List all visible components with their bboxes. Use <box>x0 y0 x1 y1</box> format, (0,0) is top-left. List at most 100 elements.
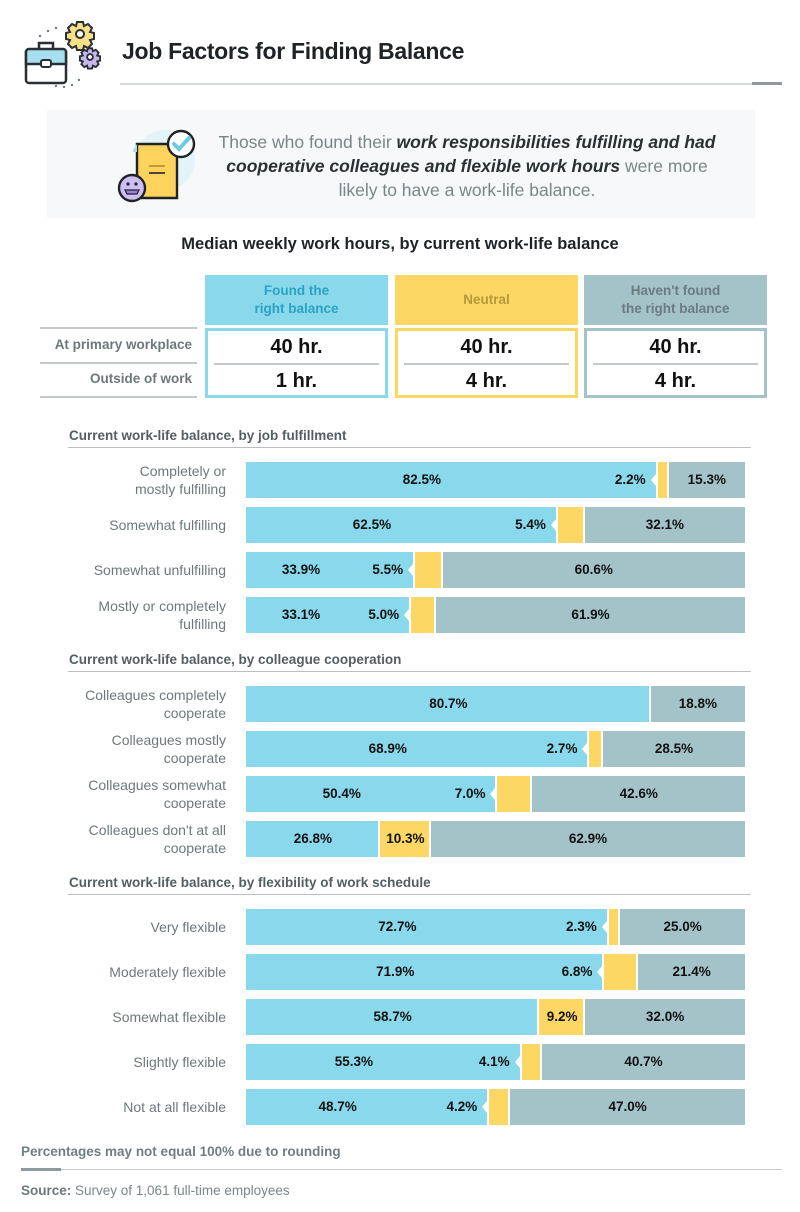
bar-segment-neutral <box>557 507 583 543</box>
bar-value-label-neutral: 2.2% <box>614 472 646 487</box>
bar-segment-neutral <box>608 909 619 945</box>
bar-category-label: Somewhat unfulfilling <box>60 552 226 588</box>
column-header-not-found: Haven't found the right balance <box>584 275 767 325</box>
stacked-bar: 33.1% 5.0% 61.9% <box>246 597 745 633</box>
footer-divider-accent <box>21 1168 61 1171</box>
bar-segment-not-found <box>532 776 745 812</box>
neutral-pointer <box>490 788 496 800</box>
stacked-bar: 62.5% 5.4% 32.1% <box>246 507 745 543</box>
callout-text: Those who found their work responsibilit… <box>218 132 716 200</box>
bar-category-label-line: Colleagues completely <box>85 687 226 703</box>
section-divider <box>68 671 751 672</box>
bar-category-label: Very flexible <box>60 909 226 945</box>
hours-table-title: Median weekly work hours, by current wor… <box>181 235 619 253</box>
bar-value-label-neutral: 5.5% <box>372 562 404 577</box>
section-title: Current work-life balance, by colleague … <box>69 652 402 667</box>
row-label-outside-work: Outside of work <box>89 371 192 386</box>
key-finding-callout: Those who found their work responsibilit… <box>47 110 755 218</box>
bar-category-label-line: Very flexible <box>150 919 226 935</box>
column-values-neutral: 40 hr. 4 hr. <box>395 328 578 398</box>
stacked-bar: 80.7% 18.8% <box>246 686 745 722</box>
bar-segment-neutral <box>539 999 584 1035</box>
bar-category-label: Moderately flexible <box>60 954 226 990</box>
bar-value-label-neutral: 2.7% <box>546 741 578 756</box>
stacked-bar: 55.3% 4.1% 40.7% <box>246 1044 745 1080</box>
bar-category-label: Colleagues completely cooperate <box>60 686 226 722</box>
bar-value-label-neutral: 5.0% <box>368 607 400 622</box>
bar-segment-not-found <box>650 686 745 722</box>
cell-divider <box>214 363 379 365</box>
bar-value-label-found: 26.8% <box>293 831 332 846</box>
bar-category-label-line: Completely or <box>139 463 226 479</box>
section-divider <box>68 894 751 895</box>
bar-segment-found <box>246 1089 488 1125</box>
bar-segment-not-found <box>602 731 745 767</box>
bar-segment-found <box>246 821 378 857</box>
stacked-bar: 71.9% 6.8% 21.4% <box>246 954 745 990</box>
bar-category-label-line: Mostly or completely <box>98 598 226 614</box>
bar-category-label-line: cooperate <box>163 840 226 856</box>
page-title: Job Factors for Finding Balance <box>122 38 465 64</box>
bar-segment-not-found <box>638 954 745 990</box>
bar-segment-neutral <box>411 597 435 633</box>
bar-segment-neutral <box>415 552 441 588</box>
neutral-pointer <box>601 921 607 933</box>
bar-category-label-line: Somewhat unfulfilling <box>93 562 226 578</box>
bar-category-label-line: Somewhat flexible <box>112 1009 226 1025</box>
bar-value-label-not-found: 62.9% <box>568 831 608 846</box>
bar-value-label-found: 82.5% <box>402 472 441 487</box>
stacked-bar: 48.7% 4.2% 47.0% <box>246 1089 745 1125</box>
bar-value-label-neutral: 4.1% <box>478 1054 510 1069</box>
cell-divider <box>404 363 569 365</box>
bar-value-label-not-found: 60.6% <box>574 562 613 577</box>
row-divider <box>40 327 197 329</box>
bar-category-label-line: Moderately flexible <box>109 964 226 980</box>
bar-segment-neutral <box>489 1089 509 1125</box>
bar-category-label-line: mostly fulfilling <box>134 481 226 497</box>
bar-value-label-found: 80.7% <box>429 696 468 711</box>
bar-value-label-not-found: 18.8% <box>678 696 717 711</box>
bar-segment-not-found <box>542 1044 745 1080</box>
bar-value-label-neutral: 6.8% <box>561 964 593 979</box>
bar-segment-not-found <box>668 462 745 498</box>
bar-segment-found <box>246 1044 520 1080</box>
bar-value-label-not-found: 61.9% <box>571 607 610 622</box>
bar-segment-neutral <box>521 1044 541 1080</box>
bar-value-label-found: 71.9% <box>376 964 415 979</box>
stacked-bar: 58.7% 9.2% 32.0% <box>246 999 745 1035</box>
bar-category-label-line: cooperate <box>163 795 226 811</box>
footer-divider <box>21 1169 782 1170</box>
bar-segment-not-found <box>510 1089 745 1125</box>
bar-category-label: Somewhat fulfilling <box>60 507 226 543</box>
bar-category-label-line: Colleagues don't at all <box>88 822 226 838</box>
bar-category-label-line: cooperate <box>163 750 226 766</box>
bar-value-label-neutral: 7.0% <box>454 786 486 801</box>
bar-segment-found <box>246 954 603 990</box>
bar-segment-neutral <box>657 462 667 498</box>
bar-segment-not-found <box>442 552 745 588</box>
bar-value-label-found: 55.3% <box>334 1054 373 1069</box>
bar-segment-found <box>246 776 496 812</box>
bar-segment-neutral <box>589 731 601 767</box>
stacked-bar: 26.8% 10.3% 62.9% <box>246 821 745 857</box>
bar-value-label-neutral: 2.3% <box>565 919 597 934</box>
bar-value-label-found: 62.5% <box>352 517 392 532</box>
bar-segment-not-found <box>431 821 745 857</box>
bar-value-label-not-found: 28.5% <box>654 741 694 756</box>
bar-value-label-not-found: 32.0% <box>645 1009 685 1024</box>
document-check-face-icon <box>117 129 196 203</box>
value-primary-workplace: 40 hr. <box>649 335 702 358</box>
neutral-pointer <box>482 1101 488 1113</box>
bar-value-label-not-found: 21.4% <box>672 964 711 979</box>
section-divider <box>68 447 751 448</box>
bar-category-label: Mostly or completely fulfilling <box>60 597 226 633</box>
bar-segment-not-found <box>585 999 745 1035</box>
neutral-pointer <box>650 474 656 486</box>
neutral-pointer <box>514 1056 520 1068</box>
bar-category-label: Somewhat flexible <box>60 999 226 1035</box>
bar-value-label-found: 33.1% <box>281 607 321 622</box>
title-divider-accent <box>752 82 782 85</box>
title-divider <box>120 83 782 85</box>
bar-segment-found <box>246 552 414 588</box>
stacked-bar: 33.9% 5.5% 60.6% <box>246 552 745 588</box>
